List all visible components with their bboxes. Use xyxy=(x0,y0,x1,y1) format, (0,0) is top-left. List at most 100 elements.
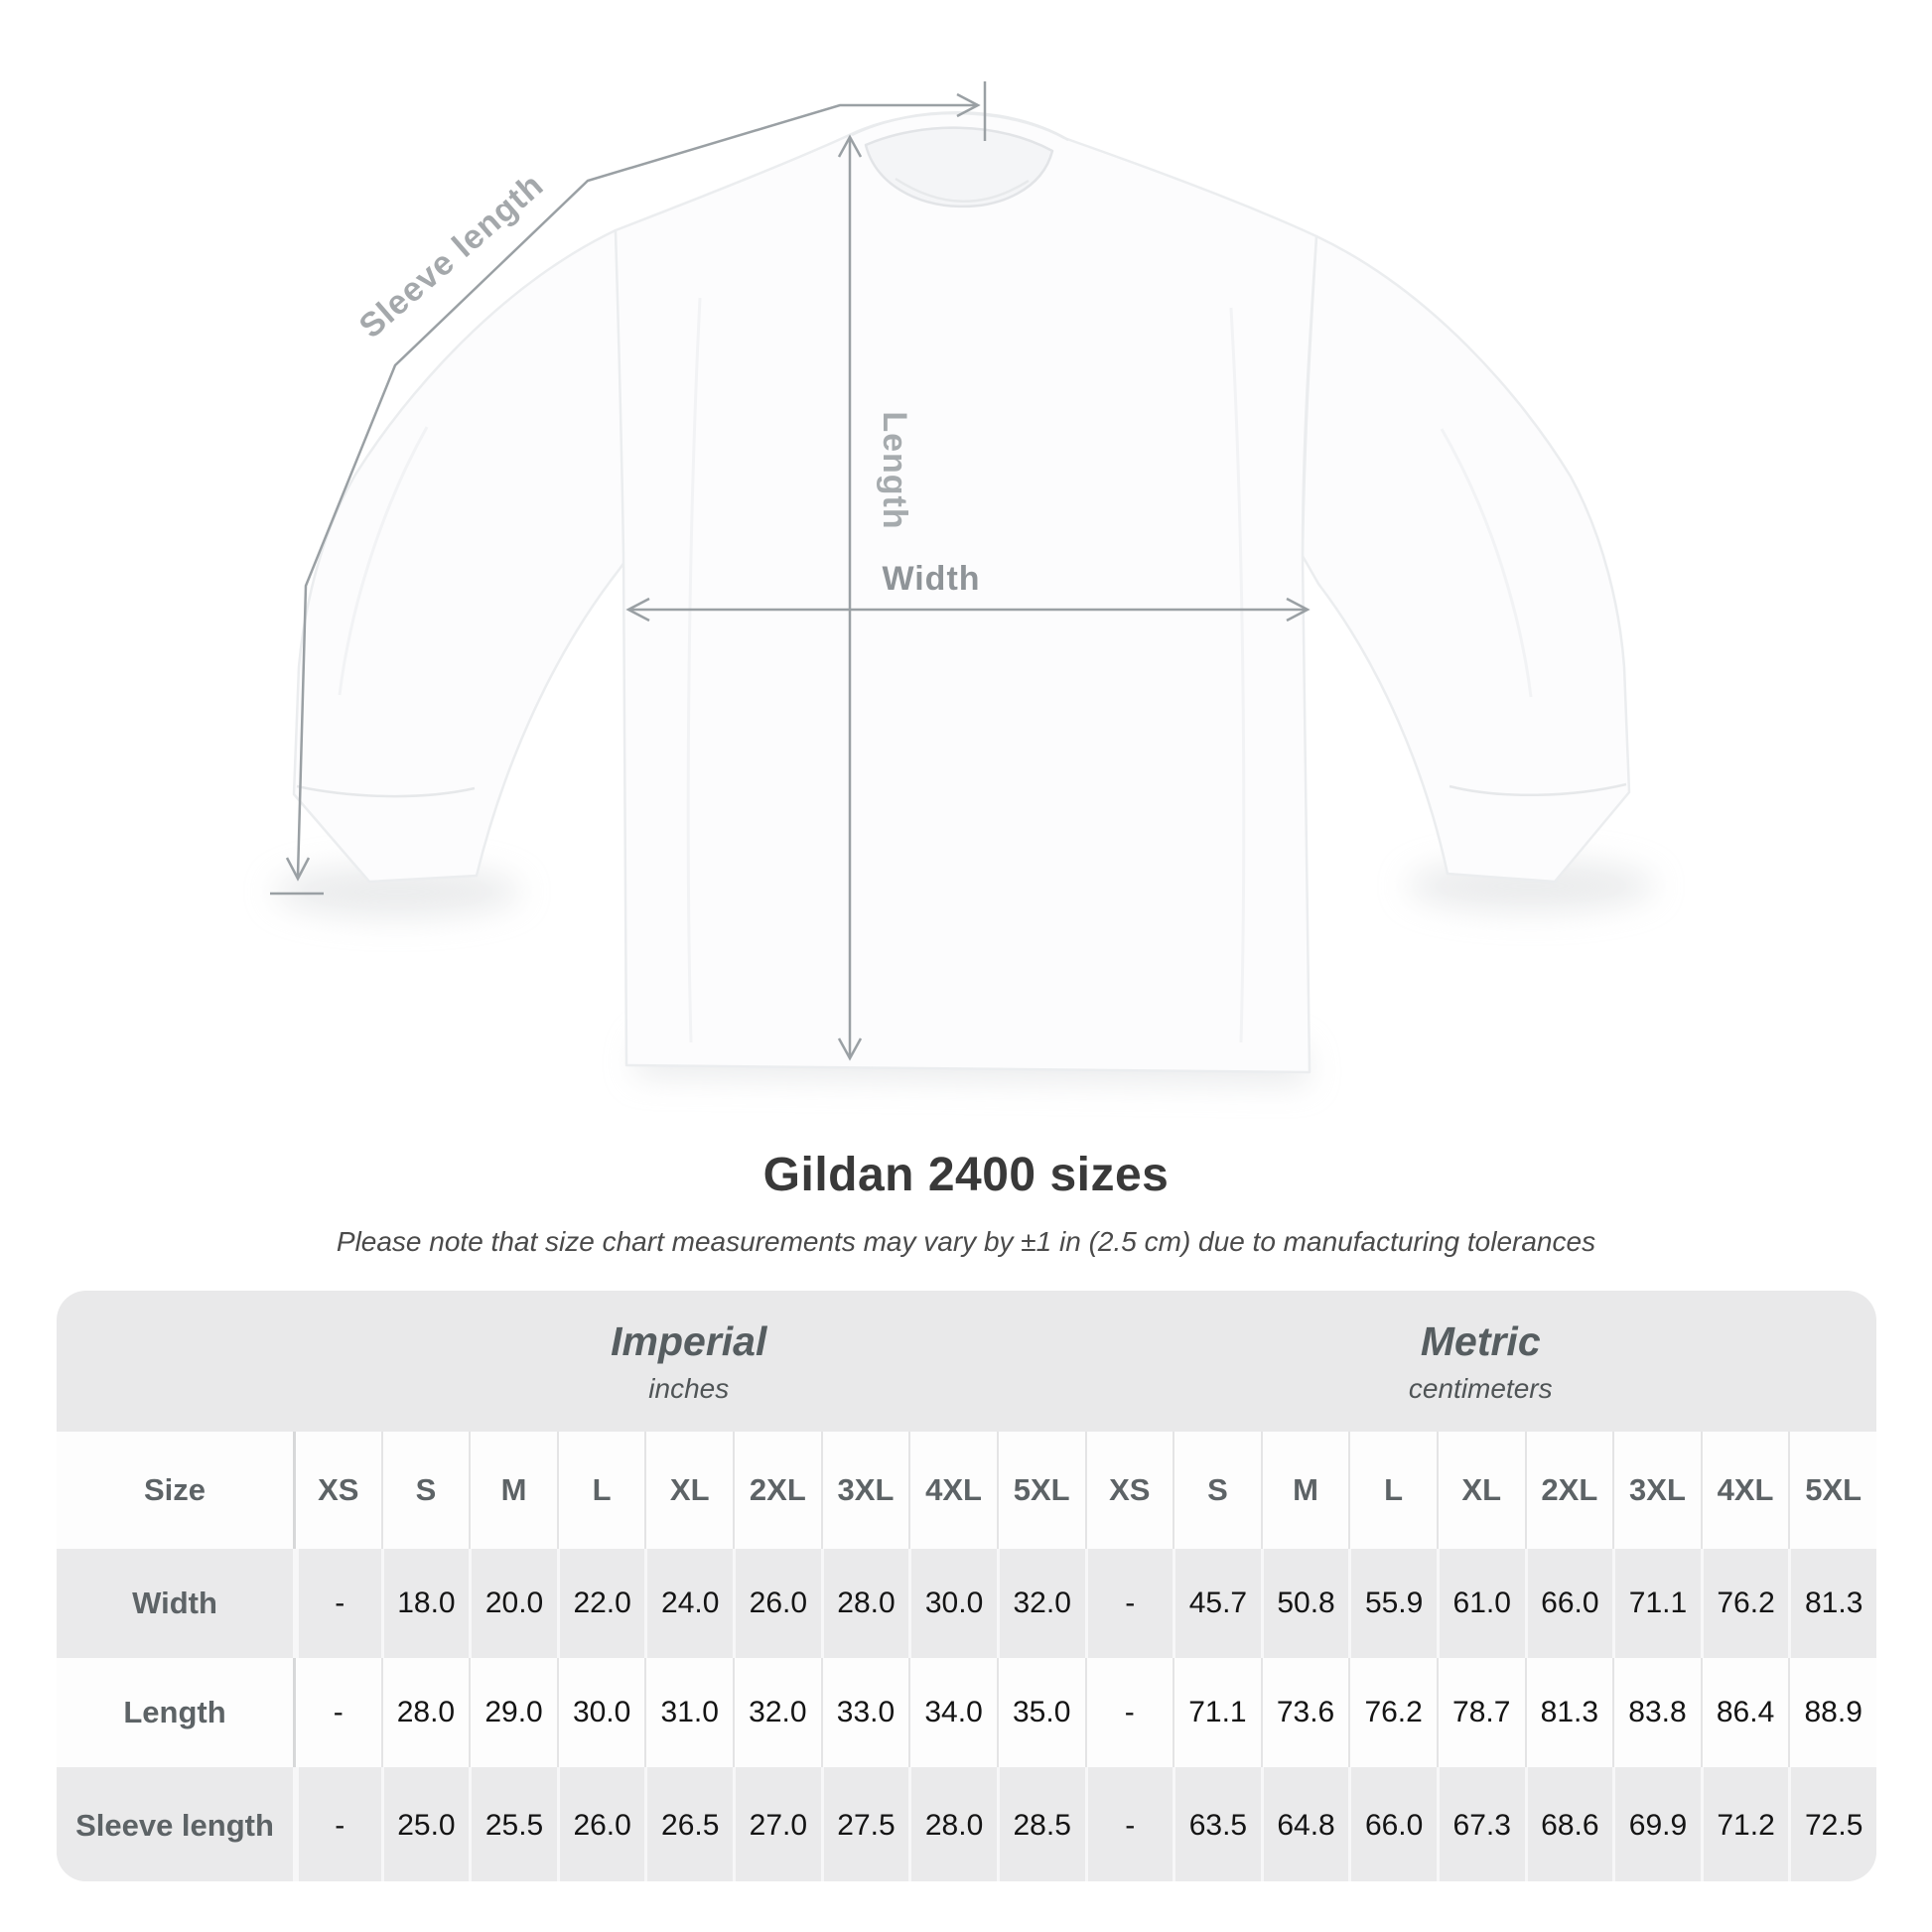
imperial-value-cell: 28.0 xyxy=(820,1549,909,1658)
size-column-header: 5XL xyxy=(996,1432,1085,1549)
imperial-value-cell: 26.0 xyxy=(733,1549,821,1658)
shirt-diagram-svg: Sleeve length Length Width xyxy=(270,81,1655,1084)
metric-value-cell: 55.9 xyxy=(1348,1549,1437,1658)
imperial-value-cell: - xyxy=(293,1658,381,1767)
metric-value-cell: 86.4 xyxy=(1700,1658,1789,1767)
imperial-value-cell: 30.0 xyxy=(908,1549,997,1658)
length-line xyxy=(837,134,863,1061)
metric-value-cell: - xyxy=(1084,1658,1173,1767)
metric-value-cell: 61.0 xyxy=(1436,1549,1525,1658)
size-column-header: XL xyxy=(1436,1432,1525,1549)
shirt-neck-opening xyxy=(864,126,1054,208)
shirt-illustration xyxy=(292,111,1631,1074)
metric-value-cell: 83.8 xyxy=(1612,1658,1701,1767)
imperial-value-cell: 32.0 xyxy=(996,1549,1085,1658)
row-label-sleeve-length: Sleeve length xyxy=(75,1807,274,1843)
metric-group-name: Metric xyxy=(1420,1317,1541,1364)
length-label: Length xyxy=(876,411,913,529)
imperial-value-cell: 30.0 xyxy=(556,1658,645,1767)
size-column-header: S xyxy=(1173,1432,1261,1549)
metric-value-cell: 81.3 xyxy=(1524,1658,1613,1767)
metric-value-cell: - xyxy=(1084,1549,1173,1658)
size-column-header: S xyxy=(380,1432,470,1549)
imperial-value-cell: - xyxy=(293,1549,381,1658)
metric-value-cell: 76.2 xyxy=(1348,1658,1437,1767)
size-column-header: 3XL xyxy=(820,1432,909,1549)
metric-value-cell: 71.1 xyxy=(1173,1658,1261,1767)
size-column-header: 2XL xyxy=(1524,1432,1613,1549)
imperial-value-cell: 22.0 xyxy=(556,1549,645,1658)
imperial-group-name: Imperial xyxy=(611,1317,767,1364)
metric-value-cell: 73.6 xyxy=(1260,1658,1349,1767)
size-column-header: L xyxy=(556,1432,645,1549)
imperial-value-cell: 35.0 xyxy=(996,1658,1085,1767)
metric-value-cell: 71.2 xyxy=(1700,1767,1789,1881)
size-header-label: Size xyxy=(143,1472,207,1507)
size-column-header: XL xyxy=(644,1432,733,1549)
title-block: Gildan 2400 sizes Please note that size … xyxy=(0,1149,1932,1258)
metric-value-cell: 45.7 xyxy=(1173,1549,1261,1658)
measurement-lines xyxy=(270,81,1311,1061)
size-column-header: M xyxy=(469,1432,557,1549)
imperial-value-cell: 24.0 xyxy=(644,1549,733,1658)
metric-value-cell: 76.2 xyxy=(1700,1549,1789,1658)
imperial-value-cell: 31.0 xyxy=(644,1658,733,1767)
imperial-value-cell: 27.0 xyxy=(733,1767,821,1881)
table-row-width: Width -18.0 20.0 22.0 24.0 26.0 28.0 30.0 32.0-… xyxy=(57,1549,1876,1658)
metric-value-cell: 50.8 xyxy=(1260,1549,1349,1658)
imperial-value-cell: 26.5 xyxy=(644,1767,733,1881)
shirt-measurement-diagram: Sleeve length Length Width xyxy=(270,81,1655,1084)
metric-group-unit: centimeters xyxy=(1408,1372,1553,1404)
metric-value-cell: 66.0 xyxy=(1348,1767,1437,1881)
imperial-value-cell: 26.0 xyxy=(556,1767,645,1881)
metric-value-cell: 78.7 xyxy=(1436,1658,1525,1767)
size-column-header: 4XL xyxy=(908,1432,997,1549)
metric-value-cell: 64.8 xyxy=(1260,1767,1349,1881)
metric-value-cell: 71.1 xyxy=(1612,1549,1701,1658)
imperial-value-cell: 32.0 xyxy=(733,1658,821,1767)
imperial-value-cell: 28.0 xyxy=(908,1767,997,1881)
left-cuff-seam xyxy=(296,784,476,798)
imperial-value-cell: 20.0 xyxy=(469,1549,557,1658)
shirt-left-sleeve xyxy=(292,228,630,884)
imperial-value-cell: 28.5 xyxy=(996,1767,1085,1881)
imperial-group-header: Imperial inches xyxy=(293,1291,1085,1432)
size-column-header: L xyxy=(1348,1432,1437,1549)
metric-group-header: Metric centimeters xyxy=(1085,1291,1877,1432)
table-row-sleeve-length: Sleeve length -25.0 25.5 26.0 26.5 27.0 27.5 2… xyxy=(57,1767,1876,1881)
page-subtitle: Please note that size chart measurements… xyxy=(336,1225,1596,1257)
fabric-creases xyxy=(338,297,1533,1043)
metric-value-cell: 68.6 xyxy=(1524,1767,1613,1881)
row-label-width: Width xyxy=(132,1586,217,1620)
width-line xyxy=(625,597,1311,622)
imperial-value-cell: 29.0 xyxy=(469,1658,557,1767)
size-table: Imperial inches Metric centimeters Size … xyxy=(57,1291,1876,1881)
shirt-body xyxy=(614,111,1318,1074)
metric-value-cell: 63.5 xyxy=(1173,1767,1261,1881)
width-label: Width xyxy=(882,560,980,598)
size-column-header: 3XL xyxy=(1612,1432,1701,1549)
imperial-group-unit: inches xyxy=(648,1372,730,1404)
metric-value-cell: 69.9 xyxy=(1612,1767,1701,1881)
imperial-value-cell: 33.0 xyxy=(820,1658,909,1767)
row-label-length: Length xyxy=(123,1695,226,1729)
table-group-row: Imperial inches Metric centimeters xyxy=(57,1291,1876,1432)
metric-value-cell: 88.9 xyxy=(1788,1658,1876,1767)
imperial-value-cell: 34.0 xyxy=(908,1658,997,1767)
imperial-value-cell: 25.5 xyxy=(469,1767,557,1881)
page-title: Gildan 2400 sizes xyxy=(762,1149,1170,1201)
group-row-spacer xyxy=(57,1291,293,1432)
table-row-length: Length -28.0 29.0 30.0 31.0 32.0 33.0 34.0 35.0… xyxy=(57,1658,1876,1767)
metric-value-cell: - xyxy=(1084,1767,1173,1881)
table-size-header-row: Size XS S M L XL 2XL 3XL 4XL 5XL XS S M L XL 2XL 3XL 4XL… xyxy=(57,1432,1876,1549)
size-column-header: 2XL xyxy=(733,1432,821,1549)
imperial-value-cell: 27.5 xyxy=(820,1767,909,1881)
imperial-value-cell: 18.0 xyxy=(380,1549,470,1658)
size-column-header: 5XL xyxy=(1788,1432,1876,1549)
imperial-value-cell: 25.0 xyxy=(380,1767,470,1881)
imperial-value-cell: - xyxy=(293,1767,381,1881)
size-column-header: XS xyxy=(1084,1432,1173,1549)
metric-value-cell: 67.3 xyxy=(1436,1767,1525,1881)
size-column-header: XS xyxy=(293,1432,381,1549)
metric-value-cell: 66.0 xyxy=(1524,1549,1613,1658)
